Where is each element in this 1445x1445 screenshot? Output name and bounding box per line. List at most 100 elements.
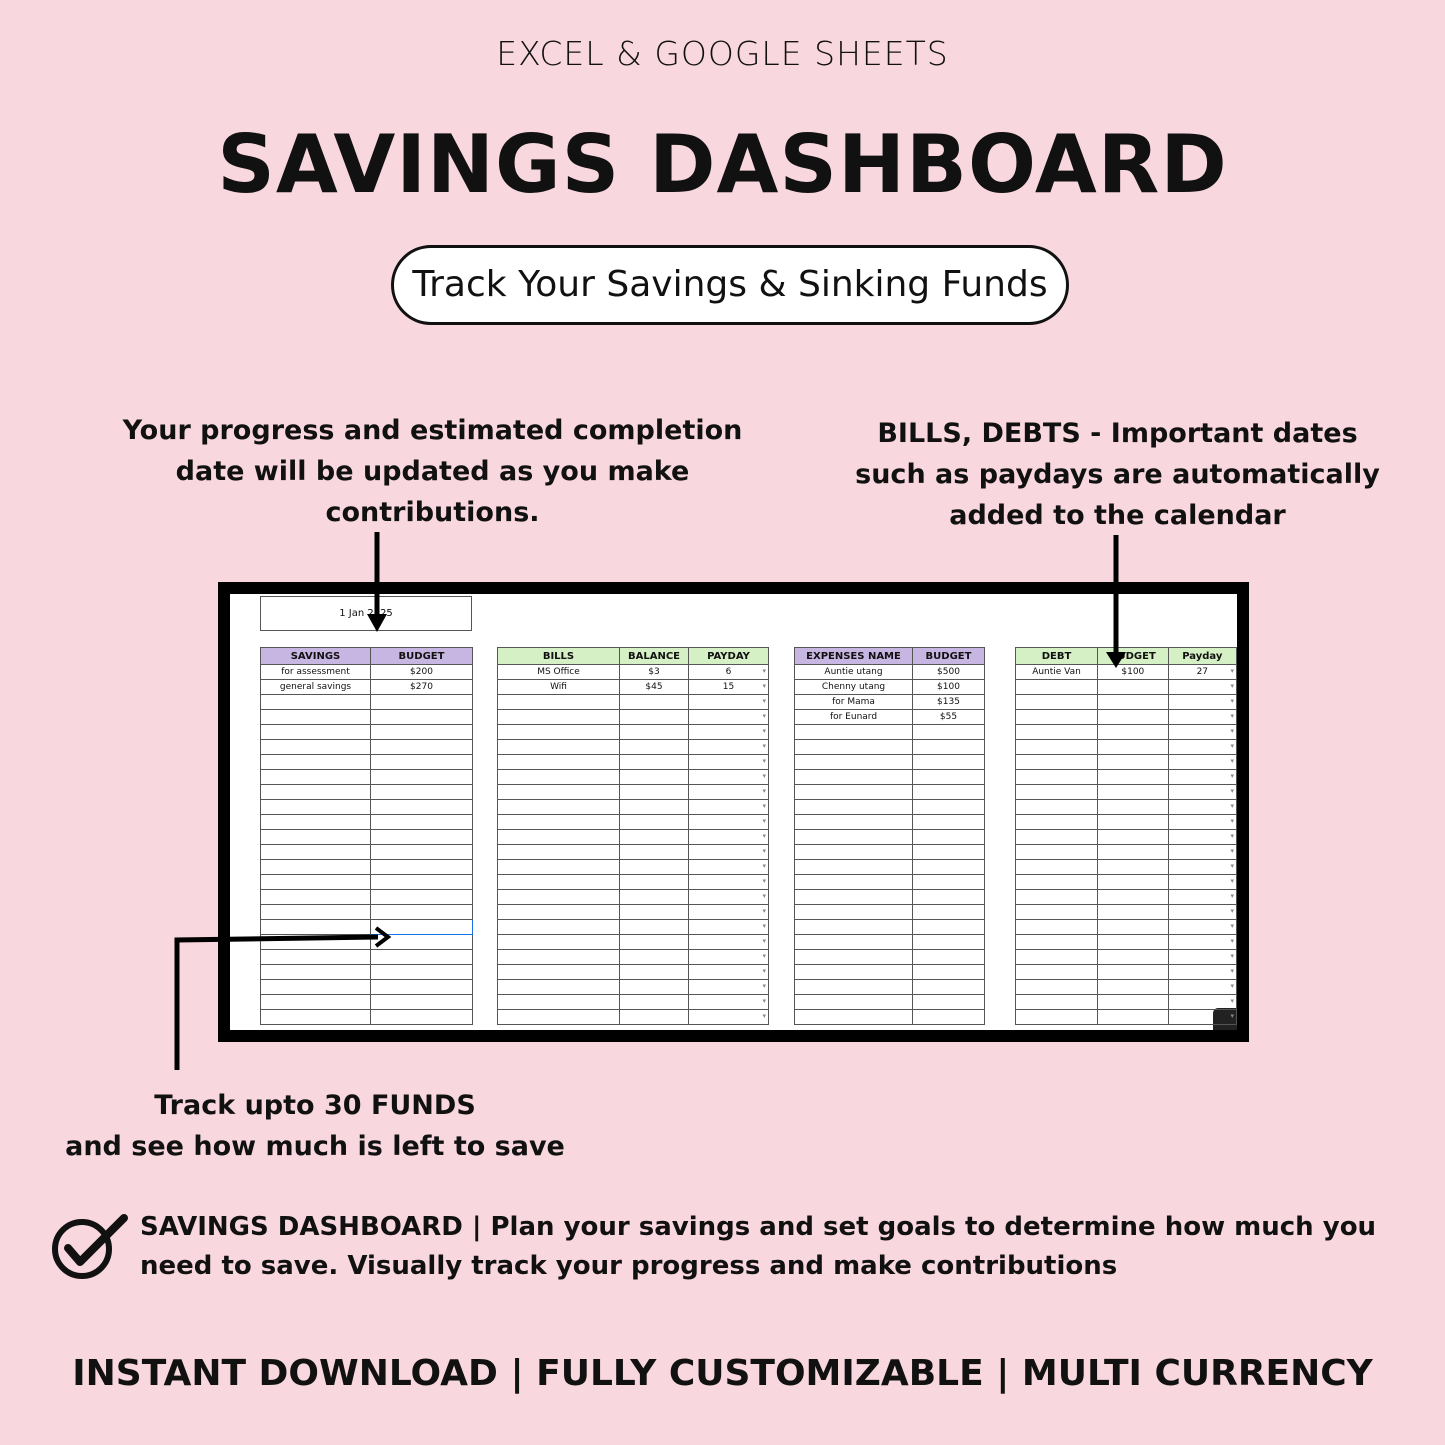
funds-note-line1: Track upto 30 FUNDS xyxy=(154,1090,476,1121)
cell-value: $45 xyxy=(645,682,663,692)
table-row xyxy=(260,784,473,800)
column-header[interactable]: BUDGET xyxy=(912,647,985,665)
table-row: ▾ xyxy=(497,979,769,995)
table-row: ▾ xyxy=(1014,709,1237,725)
table-row: ▾ xyxy=(497,694,769,710)
bills-table: BILLS BALANCE PAYDAY MS Office $3 6 ▾ Wifi $45 15… xyxy=(497,647,769,1025)
dropdown-chevron-icon[interactable]: ▾ xyxy=(1230,982,1234,990)
dropdown-chevron-icon[interactable]: ▾ xyxy=(1230,877,1234,885)
dropdown-chevron-icon[interactable]: ▾ xyxy=(762,937,766,945)
tagline-pill: Track Your Savings & Sinking Funds xyxy=(391,245,1069,325)
dropdown-chevron-icon[interactable]: ▾ xyxy=(762,862,766,870)
dropdown-chevron-icon[interactable]: ▾ xyxy=(1230,742,1234,750)
table-row xyxy=(260,829,473,845)
table-row: ▾ xyxy=(497,784,769,800)
dropdown-chevron-icon[interactable]: ▾ xyxy=(1230,727,1234,735)
arrow-funds xyxy=(174,934,379,1070)
cell[interactable] xyxy=(912,1009,985,1025)
dropdown-chevron-icon[interactable]: ▾ xyxy=(1230,937,1234,945)
cell-value: $100 xyxy=(1121,667,1145,677)
column-header[interactable]: BILLS xyxy=(497,647,620,665)
dropdown-chevron-icon[interactable]: ▾ xyxy=(762,907,766,915)
cell[interactable] xyxy=(370,1009,473,1025)
debt-table: DEBT BUDGET Payday Auntie Van $100 27 ▾ ▾ ▾ ▾ ▾ ▾ ▾ ▾… xyxy=(1014,647,1237,1025)
dropdown-chevron-icon[interactable]: ▾ xyxy=(762,802,766,810)
cell-value: Auntie utang xyxy=(824,667,883,677)
dropdown-chevron-icon[interactable]: ▾ xyxy=(1230,757,1234,765)
table-row xyxy=(794,814,985,830)
arrowhead-icon xyxy=(367,614,387,632)
dropdown-chevron-icon[interactable]: ▾ xyxy=(762,712,766,720)
dropdown-chevron-icon[interactable]: ▾ xyxy=(762,817,766,825)
savings-table: SAVINGS BUDGET for assessment $200 general s… xyxy=(260,647,473,1025)
footer-features: INSTANT DOWNLOAD | FULLY CUSTOMIZABLE | … xyxy=(72,1353,1373,1394)
table-row xyxy=(794,739,985,755)
table-row xyxy=(260,889,473,905)
dropdown-chevron-icon[interactable]: ▾ xyxy=(1230,1012,1234,1020)
dropdown-chevron-icon[interactable]: ▾ xyxy=(762,877,766,885)
dropdown-chevron-icon[interactable]: ▾ xyxy=(1230,697,1234,705)
dropdown-chevron-icon[interactable]: ▾ xyxy=(1230,832,1234,840)
column-header[interactable]: BUDGET xyxy=(370,647,473,665)
dropdown-chevron-icon[interactable]: ▾ xyxy=(762,667,766,675)
column-header[interactable]: SAVINGS xyxy=(260,647,371,665)
cell[interactable]: $55 xyxy=(912,709,985,725)
table-row: ▾ xyxy=(497,739,769,755)
cell-value: $270 xyxy=(410,682,433,692)
cell[interactable]: ▾ xyxy=(688,1009,769,1025)
dropdown-chevron-icon[interactable]: ▾ xyxy=(1230,967,1234,975)
dropdown-chevron-icon[interactable]: ▾ xyxy=(762,982,766,990)
cell-value: $3 xyxy=(648,667,660,677)
dropdown-chevron-icon[interactable]: ▾ xyxy=(1230,712,1234,720)
dropdown-chevron-icon[interactable]: ▾ xyxy=(762,727,766,735)
column-header[interactable]: DEBT xyxy=(1014,647,1099,665)
dropdown-chevron-icon[interactable]: ▾ xyxy=(1230,892,1234,900)
dropdown-chevron-icon[interactable]: ▾ xyxy=(762,967,766,975)
table-row: for assessment $200 xyxy=(260,664,473,680)
dropdown-chevron-icon[interactable]: ▾ xyxy=(762,697,766,705)
dropdown-chevron-icon[interactable]: ▾ xyxy=(1230,787,1234,795)
dropdown-chevron-icon[interactable]: ▾ xyxy=(1230,907,1234,915)
dropdown-chevron-icon[interactable]: ▾ xyxy=(762,787,766,795)
dropdown-chevron-icon[interactable]: ▾ xyxy=(762,742,766,750)
cell-value: $55 xyxy=(939,712,958,722)
dropdown-chevron-icon[interactable]: ▾ xyxy=(1230,682,1234,690)
table-row xyxy=(260,859,473,875)
dropdown-chevron-icon[interactable]: ▾ xyxy=(1230,772,1234,780)
cell[interactable]: ▾ xyxy=(1167,1009,1237,1025)
table-row: ▾ xyxy=(1014,784,1237,800)
dropdown-chevron-icon[interactable]: ▾ xyxy=(1230,922,1234,930)
dropdown-chevron-icon[interactable]: ▾ xyxy=(1230,817,1234,825)
dropdown-chevron-icon[interactable]: ▾ xyxy=(1230,802,1234,810)
table-row xyxy=(260,814,473,830)
dropdown-chevron-icon[interactable]: ▾ xyxy=(762,1012,766,1020)
dropdown-chevron-icon[interactable]: ▾ xyxy=(762,682,766,690)
dropdown-chevron-icon[interactable]: ▾ xyxy=(762,952,766,960)
dropdown-chevron-icon[interactable]: ▾ xyxy=(762,847,766,855)
column-header[interactable]: BALANCE xyxy=(619,647,689,665)
cell[interactable]: ▾ xyxy=(688,874,769,890)
dropdown-chevron-icon[interactable]: ▾ xyxy=(762,832,766,840)
cell[interactable] xyxy=(1014,1009,1099,1025)
cell-value: Wifi xyxy=(550,682,567,692)
arrowhead-icon xyxy=(1106,652,1126,668)
dropdown-chevron-icon[interactable]: ▾ xyxy=(1230,847,1234,855)
date-cell[interactable]: 1 Jan 2025 xyxy=(260,596,472,631)
table-row: ▾ xyxy=(497,859,769,875)
dropdown-chevron-icon[interactable]: ▾ xyxy=(1230,997,1234,1005)
dropdown-chevron-icon[interactable]: ▾ xyxy=(762,772,766,780)
subtitle: EXCEL & GOOGLE SHEETS xyxy=(496,34,949,73)
column-header[interactable]: PAYDAY xyxy=(688,647,769,665)
dropdown-chevron-icon[interactable]: ▾ xyxy=(762,892,766,900)
dropdown-chevron-icon[interactable]: ▾ xyxy=(1230,862,1234,870)
column-header[interactable]: EXPENSES NAME xyxy=(794,647,913,665)
dropdown-chevron-icon[interactable]: ▾ xyxy=(1230,952,1234,960)
dropdown-chevron-icon[interactable]: ▾ xyxy=(1230,667,1234,675)
dropdown-chevron-icon[interactable]: ▾ xyxy=(762,922,766,930)
page-title: SAVINGS DASHBOARD xyxy=(217,118,1228,211)
dropdown-chevron-icon[interactable]: ▾ xyxy=(762,997,766,1005)
table-row: ▾ xyxy=(1014,679,1237,695)
dropdown-chevron-icon[interactable]: ▾ xyxy=(762,757,766,765)
table-row: ▾ xyxy=(1014,754,1237,770)
table-row xyxy=(794,889,985,905)
